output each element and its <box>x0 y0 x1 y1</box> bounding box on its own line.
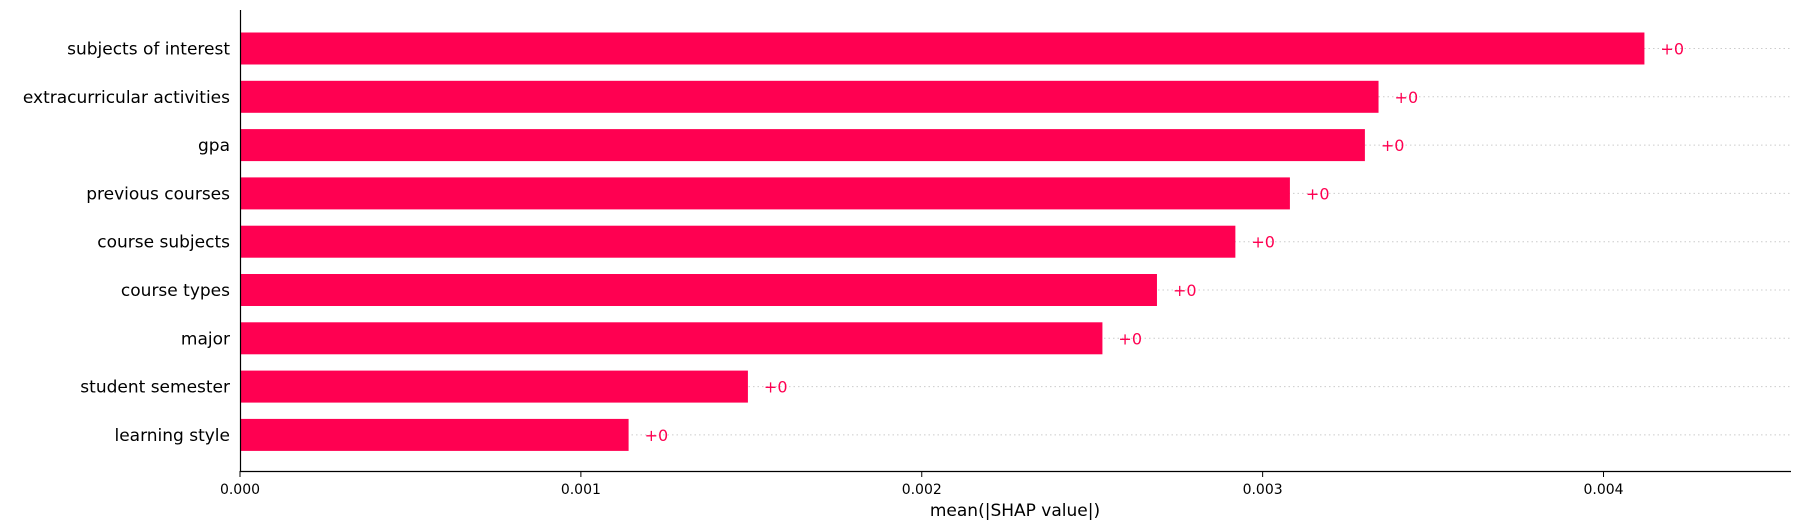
bar <box>240 32 1645 65</box>
bar <box>240 418 629 451</box>
bar <box>240 80 1379 113</box>
bar <box>240 129 1365 162</box>
value-label: +0 <box>1660 40 1684 59</box>
category-label: previous courses <box>86 184 230 204</box>
axes <box>239 10 1791 473</box>
bar <box>240 177 1290 210</box>
category-labels: subjects of interest extracurricular acti… <box>23 40 230 446</box>
x-tick-label: 0.004 <box>1583 482 1623 498</box>
x-tick-label: 0.000 <box>220 482 260 498</box>
category-label: extracurricular activities <box>23 88 230 108</box>
value-label: +0 <box>1251 233 1275 252</box>
x-tick-label: 0.002 <box>902 482 942 498</box>
bar <box>240 370 748 403</box>
value-label: +0 <box>1306 184 1330 203</box>
x-axis-title: mean(|SHAP value|) <box>930 501 1100 521</box>
category-label: course types <box>121 281 230 301</box>
value-label: +0 <box>1118 329 1142 348</box>
x-tick-label: 0.003 <box>1243 482 1283 498</box>
value-label: +0 <box>645 426 669 445</box>
bar <box>240 225 1236 258</box>
x-ticks: 0.000 0.001 0.002 0.003 0.004 <box>220 471 1624 498</box>
category-label: subjects of interest <box>67 40 230 60</box>
bars <box>240 32 1645 451</box>
value-label: +0 <box>1381 136 1405 155</box>
value-label: +0 <box>1173 281 1197 300</box>
value-label: +0 <box>1395 88 1419 107</box>
category-label: gpa <box>198 136 230 156</box>
value-label: +0 <box>764 378 788 397</box>
category-label: student semester <box>80 378 230 398</box>
bar <box>240 274 1157 306</box>
value-labels: +0 +0 +0 +0 +0 +0 +0 +0 +0 <box>645 40 1684 445</box>
bar <box>240 322 1103 355</box>
category-label: course subjects <box>97 233 230 253</box>
category-label: learning style <box>114 426 230 446</box>
x-tick-label: 0.001 <box>561 482 601 498</box>
category-label: major <box>181 329 230 349</box>
